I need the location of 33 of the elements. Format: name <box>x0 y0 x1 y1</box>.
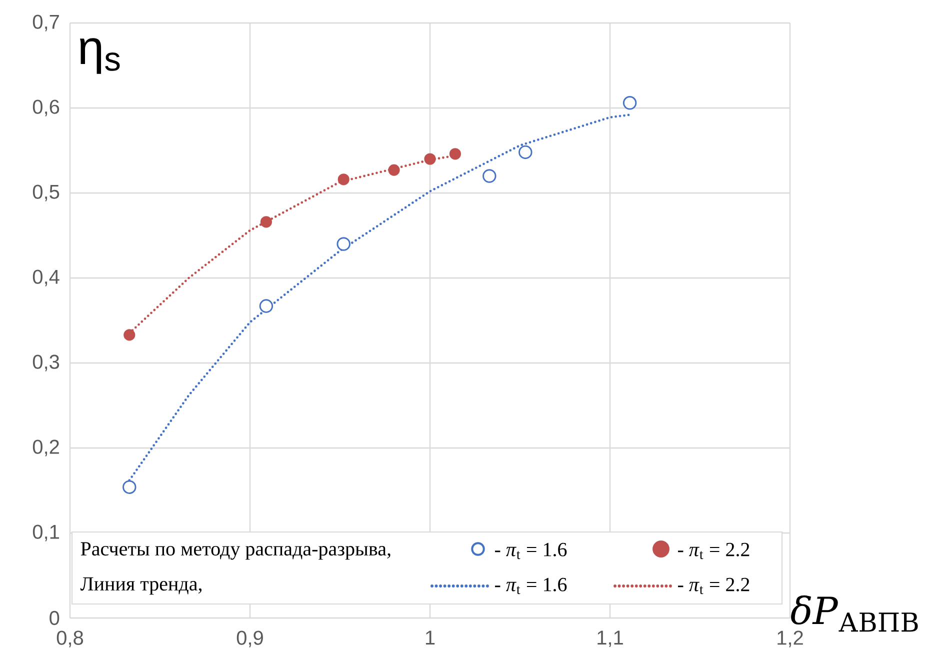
legend-label: - π$_{t}$ = 2.2 <box>678 578 750 594</box>
y-axis-title: η$_{s}$ <box>80 38 120 74</box>
y-tick-label: 0,1 <box>32 524 59 542</box>
x-tick-label: 1 <box>426 630 435 644</box>
x-tick-label: 1,2 <box>778 630 803 648</box>
y-tick-label: 0 <box>50 610 60 626</box>
y-tick-label: 0,4 <box>32 270 60 286</box>
x-axis-title: δP$_{АВПВ}$ <box>791 595 918 632</box>
y-tick-label: 0,2 <box>32 440 59 456</box>
annotation: Линия тренда, <box>80 577 202 595</box>
legend-label: - π$_{t}$ = 2.2 <box>678 542 750 560</box>
annotation: Расчеты по методу распада-разрыва, <box>80 542 390 560</box>
y-tick-label: 0,6 <box>32 100 60 116</box>
point <box>260 216 272 228</box>
point <box>518 145 532 160</box>
point <box>122 480 136 494</box>
x-tick-label: 0,8 <box>56 630 84 648</box>
point <box>336 237 350 251</box>
x-tick-label: 0,9 <box>236 630 263 648</box>
point <box>424 153 436 165</box>
y-tick-label: 0,7 <box>32 14 59 32</box>
y-tick-label: 0,5 <box>32 184 60 202</box>
point <box>388 164 400 176</box>
point <box>482 169 496 183</box>
x-tick-label: 1,1 <box>598 630 623 648</box>
point <box>124 329 136 341</box>
point <box>259 299 274 313</box>
point <box>622 96 637 110</box>
y-tick-label: 0,3 <box>32 354 60 372</box>
legend-label: - π$_{t}$ = 1.6 <box>495 578 567 594</box>
point <box>449 148 462 160</box>
point <box>338 174 350 186</box>
legend-label: - π$_{t}$ = 1.6 <box>495 542 567 560</box>
